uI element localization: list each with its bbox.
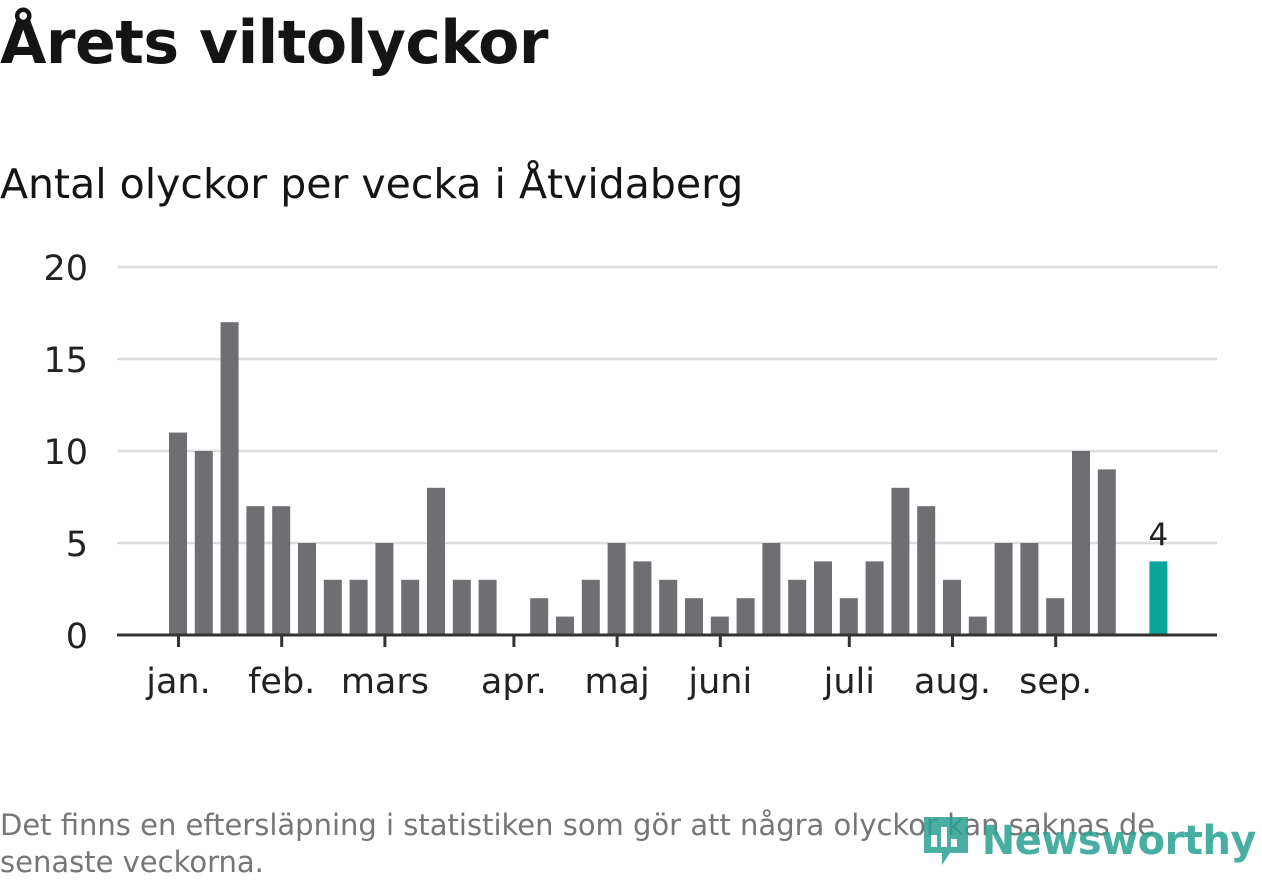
bar [401, 579, 420, 635]
bar [1020, 543, 1039, 635]
y-tick-label: 0 [66, 617, 88, 657]
bar [452, 579, 471, 635]
bar [581, 579, 600, 635]
bar [323, 579, 342, 635]
bar [220, 322, 239, 635]
bar [478, 579, 497, 635]
x-tick-label: sep. [1019, 662, 1092, 702]
x-tick-label: maj [584, 662, 649, 702]
bar [633, 561, 652, 635]
bar [298, 543, 316, 635]
y-tick-label: 20 [43, 249, 88, 289]
x-tick-label: feb. [248, 662, 315, 702]
bar [556, 616, 574, 635]
bar [685, 598, 703, 635]
bar [169, 432, 187, 635]
bar [762, 543, 781, 635]
bar [246, 506, 265, 635]
x-tick-label: mars [341, 662, 429, 702]
bar [1072, 451, 1090, 635]
bar [194, 451, 213, 635]
bar [943, 579, 961, 635]
y-tick-label: 5 [66, 525, 88, 565]
bar [968, 616, 987, 635]
bar [272, 506, 291, 635]
x-tick-label: juli [823, 662, 875, 702]
bar [427, 487, 445, 635]
newsworthy-logo-icon [923, 817, 968, 865]
x-tick-label: apr. [481, 662, 547, 702]
bar [375, 543, 394, 635]
bar [607, 543, 626, 635]
brand-logo: Newsworthy [920, 811, 1257, 871]
bar-layer: 4 [169, 322, 1168, 635]
bar [839, 598, 858, 635]
x-tick-label: juni [687, 662, 752, 702]
bar [865, 561, 884, 635]
bar [814, 561, 832, 635]
chart-subtitle: Antal olyckor per vecka i Åtvidaberg [0, 160, 744, 208]
bar [891, 487, 910, 635]
x-tick-label: jan. [145, 662, 210, 702]
bar [917, 506, 936, 635]
bar [349, 579, 368, 635]
bar [1046, 598, 1065, 635]
bar [994, 543, 1013, 635]
y-tick-label: 10 [43, 433, 88, 473]
bar-chart: 4 0 5 10 15 20 jan. feb. mars apr. maj juni juli aug… [43, 249, 1217, 702]
brand-name: Newsworthy [981, 818, 1257, 864]
chart-title: Årets viltolyckor [0, 8, 549, 78]
axis-layer: 0 5 10 15 20 jan. feb. mars apr. maj juni juli aug. s… [43, 249, 1217, 702]
data-label: 4 [1149, 517, 1169, 553]
bar [659, 579, 678, 635]
bar [710, 616, 729, 635]
bar [788, 579, 807, 635]
x-tick-label: aug. [914, 662, 991, 702]
bar [1097, 469, 1116, 635]
bar [530, 598, 549, 635]
bar [736, 598, 755, 635]
y-tick-label: 15 [43, 341, 88, 381]
bar-highlight [1149, 561, 1168, 635]
grid-layer [117, 265, 1217, 545]
